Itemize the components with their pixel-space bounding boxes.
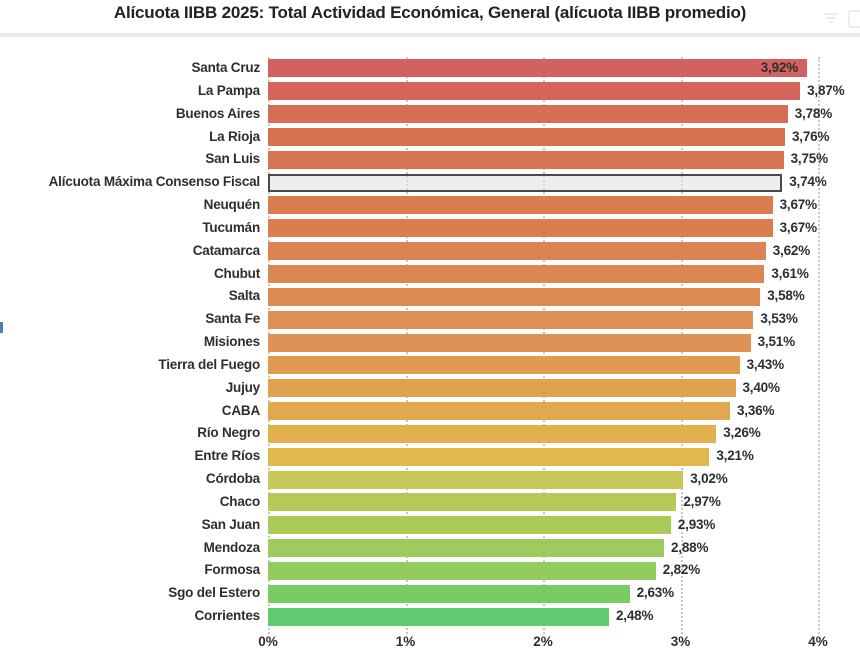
header-divider: [0, 33, 860, 37]
data-bar[interactable]: [268, 219, 773, 238]
data-bar[interactable]: [268, 105, 788, 124]
data-bar[interactable]: [268, 356, 740, 375]
data-bar[interactable]: [268, 310, 754, 329]
category-label: Tierra del Fuego: [158, 356, 260, 372]
value-label: 3,51%: [757, 334, 795, 350]
data-bar[interactable]: [268, 402, 730, 421]
x-axis-tick-label: 4%: [808, 634, 828, 649]
value-label: 3,26%: [723, 425, 761, 441]
value-label: 3,21%: [716, 448, 754, 464]
value-label: 3,74%: [789, 174, 827, 190]
value-label: 3,02%: [690, 471, 728, 487]
value-label: 2,97%: [683, 493, 721, 509]
x-axis-tick-label: 2%: [533, 634, 553, 649]
value-label: 2,93%: [677, 516, 716, 532]
value-label: 2,88%: [671, 539, 709, 555]
x-axis-tick-label: 3%: [670, 634, 691, 649]
visual-header-icons: [824, 8, 860, 30]
category-label: Catamarca: [192, 242, 260, 258]
category-label: San Luis: [205, 151, 260, 167]
value-label: 3,61%: [771, 265, 809, 281]
category-label: Santa Fe: [205, 311, 260, 327]
data-bar[interactable]: [268, 493, 677, 512]
value-label: 3,40%: [742, 379, 780, 395]
value-label: 3,67%: [779, 219, 817, 235]
category-label: La Rioja: [209, 128, 260, 144]
category-label: San Juan: [201, 516, 261, 532]
data-bar[interactable]: [268, 379, 736, 398]
category-label: Misiones: [203, 334, 260, 350]
value-label: 3,75%: [790, 151, 828, 167]
value-label: 2,48%: [616, 608, 654, 624]
gridline-4%: [818, 57, 820, 634]
value-label: 3,58%: [767, 288, 805, 304]
category-label: Salta: [228, 288, 260, 304]
filter-icon[interactable]: [824, 13, 838, 25]
data-bar[interactable]: [268, 127, 785, 146]
category-label: Córdoba: [205, 471, 260, 487]
data-bar[interactable]: [268, 196, 773, 215]
category-label: Chubut: [213, 265, 260, 281]
category-label: Mendoza: [203, 539, 261, 555]
category-label: CABA: [221, 402, 260, 418]
value-label: 3,43%: [746, 356, 784, 372]
data-bar[interactable]: [268, 150, 784, 169]
value-label: 3,53%: [760, 311, 798, 327]
category-label: La Pampa: [197, 82, 260, 98]
data-bar[interactable]: [268, 59, 807, 78]
data-bar[interactable]: [268, 287, 761, 306]
category-label: Neuquén: [203, 197, 261, 213]
category-label: Sgo del Estero: [168, 585, 260, 601]
category-label: Chaco: [219, 493, 260, 509]
data-bar[interactable]: [268, 561, 656, 580]
value-label: 2,82%: [662, 562, 701, 578]
data-bar[interactable]: [268, 82, 801, 101]
category-label: Entre Ríos: [194, 448, 260, 464]
value-label: 2,63%: [636, 585, 674, 601]
category-label: Buenos Aires: [175, 105, 260, 121]
value-label: 3,78%: [794, 105, 833, 121]
category-label: Formosa: [204, 562, 260, 578]
x-axis-tick-label: 0%: [258, 634, 278, 649]
category-label: Jujuy: [225, 379, 260, 395]
data-bar[interactable]: [268, 584, 630, 603]
highlight-bar[interactable]: [268, 173, 783, 192]
chart-title: Alícuota IIBB 2025: Total Actividad Econ…: [113, 3, 747, 22]
value-label: 3,92%: [760, 60, 798, 75]
focus-mode-icon[interactable]: [848, 10, 860, 28]
x-axis-tick-label: 1%: [395, 634, 416, 649]
category-label: Alícuota Máxima Consenso Fiscal: [48, 174, 261, 190]
data-bar[interactable]: [268, 607, 609, 626]
data-bar[interactable]: [268, 264, 765, 283]
value-label: 3,62%: [772, 242, 811, 258]
data-bar[interactable]: [268, 470, 684, 489]
category-label: Corrientes: [194, 608, 260, 624]
data-bar[interactable]: [268, 516, 671, 535]
data-bar[interactable]: [268, 539, 664, 558]
value-label: 3,76%: [792, 128, 830, 144]
left-edge-artifact: [0, 322, 3, 333]
value-label: 3,36%: [737, 402, 775, 418]
value-label: 3,67%: [779, 197, 817, 213]
data-bar[interactable]: [268, 424, 717, 443]
value-label: 3,87%: [807, 82, 845, 98]
category-label: Tucumán: [202, 219, 260, 235]
data-bar[interactable]: [268, 447, 710, 466]
category-label: Río Negro: [197, 425, 260, 441]
data-bar[interactable]: [268, 333, 751, 352]
category-label: Santa Cruz: [191, 60, 260, 75]
data-bar[interactable]: [268, 242, 766, 261]
